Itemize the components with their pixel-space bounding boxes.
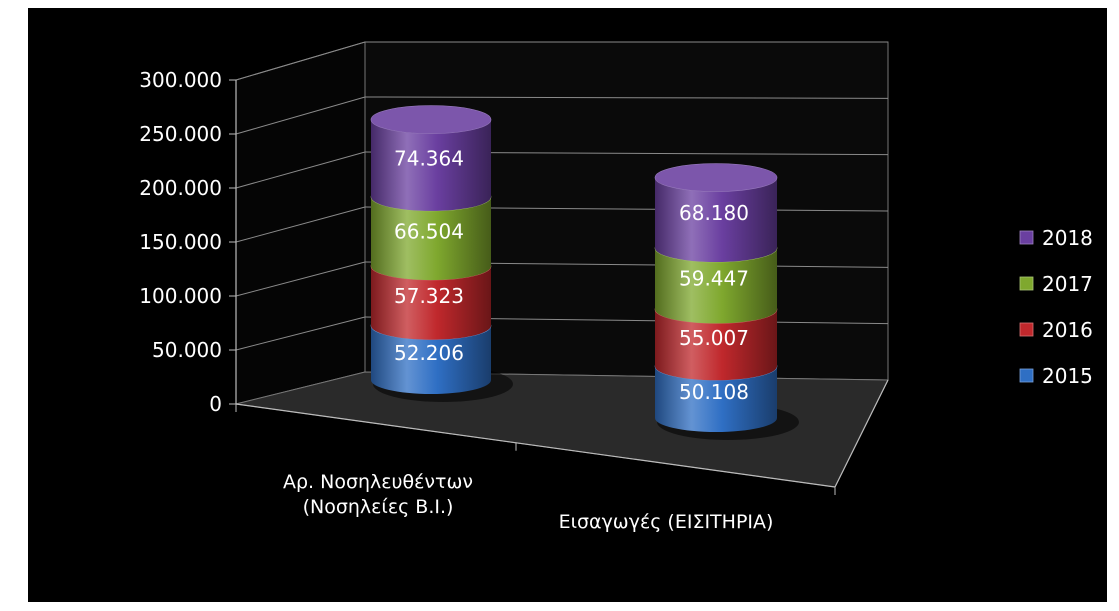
gridline-side	[235, 151, 366, 189]
gridline-side	[235, 96, 366, 135]
legend-item: 2016	[1019, 318, 1093, 342]
legend-item: 2018	[1019, 226, 1093, 250]
bar-segment	[371, 325, 491, 394]
legend-swatch	[1019, 230, 1034, 245]
category-label: (Νοσηλείες Β.Ι.)	[303, 496, 454, 518]
gridline-side	[235, 206, 366, 243]
bar-cylinders	[370, 105, 799, 440]
bar-segment	[655, 248, 777, 324]
gridline-side	[235, 316, 366, 351]
bar-segment	[371, 196, 491, 281]
bar-stack	[370, 105, 513, 402]
data-label: 57.323	[394, 284, 464, 308]
axes: 0 50.000 100.000 150.000 200.000 250.000 300.0…	[139, 68, 889, 533]
data-label: 68.180	[679, 201, 749, 225]
data-label: 74.364	[394, 146, 464, 170]
legend: 2018 2017 2016 2015	[1019, 226, 1093, 388]
y-tick-label: 150.000	[139, 230, 222, 254]
gridline-side	[235, 41, 366, 81]
data-label: 50.108	[679, 380, 749, 404]
y-tick-label: 200.000	[139, 176, 222, 200]
bar-segment	[655, 177, 777, 263]
legend-label: 2016	[1042, 318, 1093, 342]
bar-segment	[655, 309, 777, 381]
data-labels: 52.206 57.323 66.504 74.364 50.108 55.007 59.4…	[394, 146, 749, 404]
gridline-side	[235, 261, 366, 297]
y-tick-label: 0	[209, 392, 222, 416]
category-label: Αρ. Νοσηλευθέντων	[283, 471, 473, 493]
data-label: 52.206	[394, 341, 464, 365]
bar-segment	[655, 366, 777, 432]
bar-segment	[371, 266, 491, 340]
x-axis-line	[235, 403, 836, 488]
bar-stack	[654, 163, 799, 440]
legend-item: 2015	[1019, 364, 1093, 388]
legend-label: 2015	[1042, 364, 1093, 388]
data-label: 55.007	[679, 326, 749, 350]
legend-label: 2018	[1042, 226, 1093, 250]
legend-swatch	[1019, 322, 1034, 337]
bar-segment-top	[370, 105, 492, 134]
gridline-back	[364, 96, 889, 99]
floor-right-edge	[834, 379, 889, 488]
y-tick-label: 250.000	[139, 122, 222, 146]
y-tick-label: 50.000	[152, 338, 222, 362]
data-label: 59.447	[679, 267, 749, 291]
legend-swatch	[1019, 368, 1034, 383]
bar-segment-top	[654, 163, 778, 192]
data-label: 66.504	[394, 220, 464, 244]
legend-item: 2017	[1019, 272, 1093, 296]
bar-segment	[371, 119, 491, 211]
side-wall	[235, 41, 366, 405]
y-tick-label: 100.000	[139, 284, 222, 308]
legend-label: 2017	[1042, 272, 1093, 296]
legend-swatch	[1019, 276, 1034, 291]
y-tick-label: 300.000	[139, 68, 222, 92]
category-label: Εισαγωγές (ΕΙΣΙΤΗΡΙΑ)	[559, 511, 774, 533]
